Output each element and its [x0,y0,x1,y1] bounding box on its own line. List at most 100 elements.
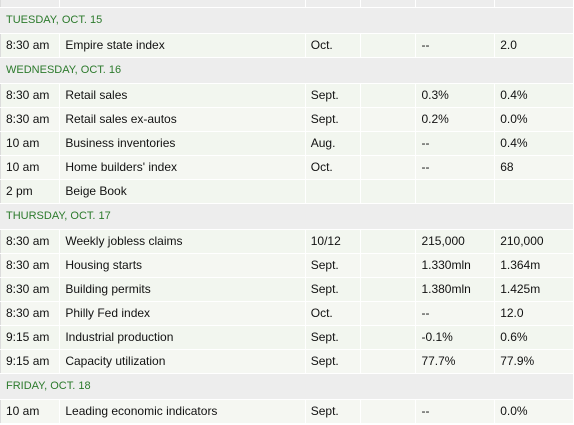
forecast-cell: -0.1% [415,325,496,350]
day-label: WEDNESDAY, OCT. 16 [0,57,574,84]
time-cell: 8:30 am [0,83,61,108]
forecast-cell: -- [415,301,496,326]
period-cell: Oct. [304,301,361,326]
event-cell: Leading economic indicators [59,399,306,424]
event-cell: Housing starts [59,253,306,278]
period-cell: Sept. [304,277,361,302]
period-cell: Sept. [304,349,361,374]
day-label: TUESDAY, OCT. 15 [0,7,574,34]
blank-cell [359,253,417,278]
previous-cell: 77.9% [494,349,574,374]
event-cell: Philly Fed index [59,301,306,326]
forecast-cell: -- [415,131,496,156]
event-cell: Home builders' index [59,155,306,180]
period-cell: Aug. [304,131,361,156]
time-cell: 2 pm [0,179,61,204]
table-row: 8:30 am Building permits Sept. 1.380mln 1.42… [0,277,574,302]
blank-cell [359,301,417,326]
table-row: 8:30 am Housing starts Sept. 1.330mln 1.364m [0,253,574,278]
forecast-cell: -- [415,155,496,180]
period-cell [304,179,361,204]
forecast-cell: -- [415,33,496,58]
event-cell: Empire state index [59,33,306,58]
time-cell: 10 am [0,155,61,180]
previous-cell: 0.0% [494,399,574,424]
table-row: 10 am Home builders' index Oct. -- 68 [0,155,574,180]
previous-cell: 2.0 [494,33,574,58]
day-header: TUESDAY, OCT. 15 [0,7,574,34]
time-cell: 10 am [0,131,61,156]
previous-cell: 0.0% [494,107,574,132]
time-cell: 10 am [0,399,61,424]
time-cell: 8:30 am [0,253,61,278]
table-row: 9:15 am Capacity utilization Sept. 77.7% 77.… [0,349,574,374]
previous-cell: 0.6% [494,325,574,350]
table-row: 8:30 am Weekly jobless claims 10/12 215,000… [0,229,574,254]
blank-cell [359,325,417,350]
blank-cell [359,131,417,156]
table-row: 2 pm Beige Book [0,179,574,204]
day-header: THURSDAY, OCT. 17 [0,203,574,230]
time-cell: 9:15 am [0,325,61,350]
previous-cell [494,179,574,204]
blank-cell [359,229,417,254]
table-row: 8:30 am Retail sales Sept. 0.3% 0.4% [0,83,574,108]
blank-cell [359,277,417,302]
period-cell: 10/12 [304,229,361,254]
day-header: WEDNESDAY, OCT. 16 [0,57,574,84]
blank-cell [359,179,417,204]
event-cell: Retail sales [59,83,306,108]
time-cell: 8:30 am [0,301,61,326]
table-row: 8:30 am Empire state index Oct. -- 2.0 [0,33,574,58]
period-cell: Oct. [304,33,361,58]
previous-cell: 1.425m [494,277,574,302]
forecast-cell: 0.3% [415,83,496,108]
event-cell: Capacity utilization [59,349,306,374]
forecast-cell: 1.330mln [415,253,496,278]
event-cell: Retail sales ex-autos [59,107,306,132]
forecast-cell: 1.380mln [415,277,496,302]
time-cell: 9:15 am [0,349,61,374]
table-row: 8:30 am Retail sales ex-autos Sept. 0.2% 0.0… [0,107,574,132]
previous-cell: 0.4% [494,83,574,108]
blank-cell [359,349,417,374]
period-cell: Oct. [304,155,361,180]
table-top-strip [0,0,574,8]
day-header: FRIDAY, OCT. 18 [0,373,574,400]
forecast-cell: 77.7% [415,349,496,374]
blank-cell [359,399,417,424]
time-cell: 8:30 am [0,33,61,58]
period-cell: Sept. [304,325,361,350]
blank-cell [359,107,417,132]
event-cell: Beige Book [59,179,306,204]
previous-cell: 12.0 [494,301,574,326]
previous-cell: 1.364m [494,253,574,278]
blank-cell [359,155,417,180]
event-cell: Business inventories [59,131,306,156]
forecast-cell: 215,000 [415,229,496,254]
period-cell: Sept. [304,399,361,424]
period-cell: Sept. [304,83,361,108]
previous-cell: 0.4% [494,131,574,156]
table-row: 10 am Leading economic indicators Sept. -- 0… [0,399,574,424]
time-cell: 8:30 am [0,277,61,302]
period-cell: Sept. [304,253,361,278]
event-cell: Industrial production [59,325,306,350]
blank-cell [359,33,417,58]
table-row: 10 am Business inventories Aug. -- 0.4% [0,131,574,156]
day-label: THURSDAY, OCT. 17 [0,203,574,230]
previous-cell: 68 [494,155,574,180]
table-row: 8:30 am Philly Fed index Oct. -- 12.0 [0,301,574,326]
previous-cell: 210,000 [494,229,574,254]
blank-cell [359,83,417,108]
time-cell: 8:30 am [0,107,61,132]
time-cell: 8:30 am [0,229,61,254]
day-label: FRIDAY, OCT. 18 [0,373,574,400]
event-cell: Weekly jobless claims [59,229,306,254]
forecast-cell [415,179,496,204]
forecast-cell: -- [415,399,496,424]
event-cell: Building permits [59,277,306,302]
table-row: 9:15 am Industrial production Sept. -0.1% 0.… [0,325,574,350]
